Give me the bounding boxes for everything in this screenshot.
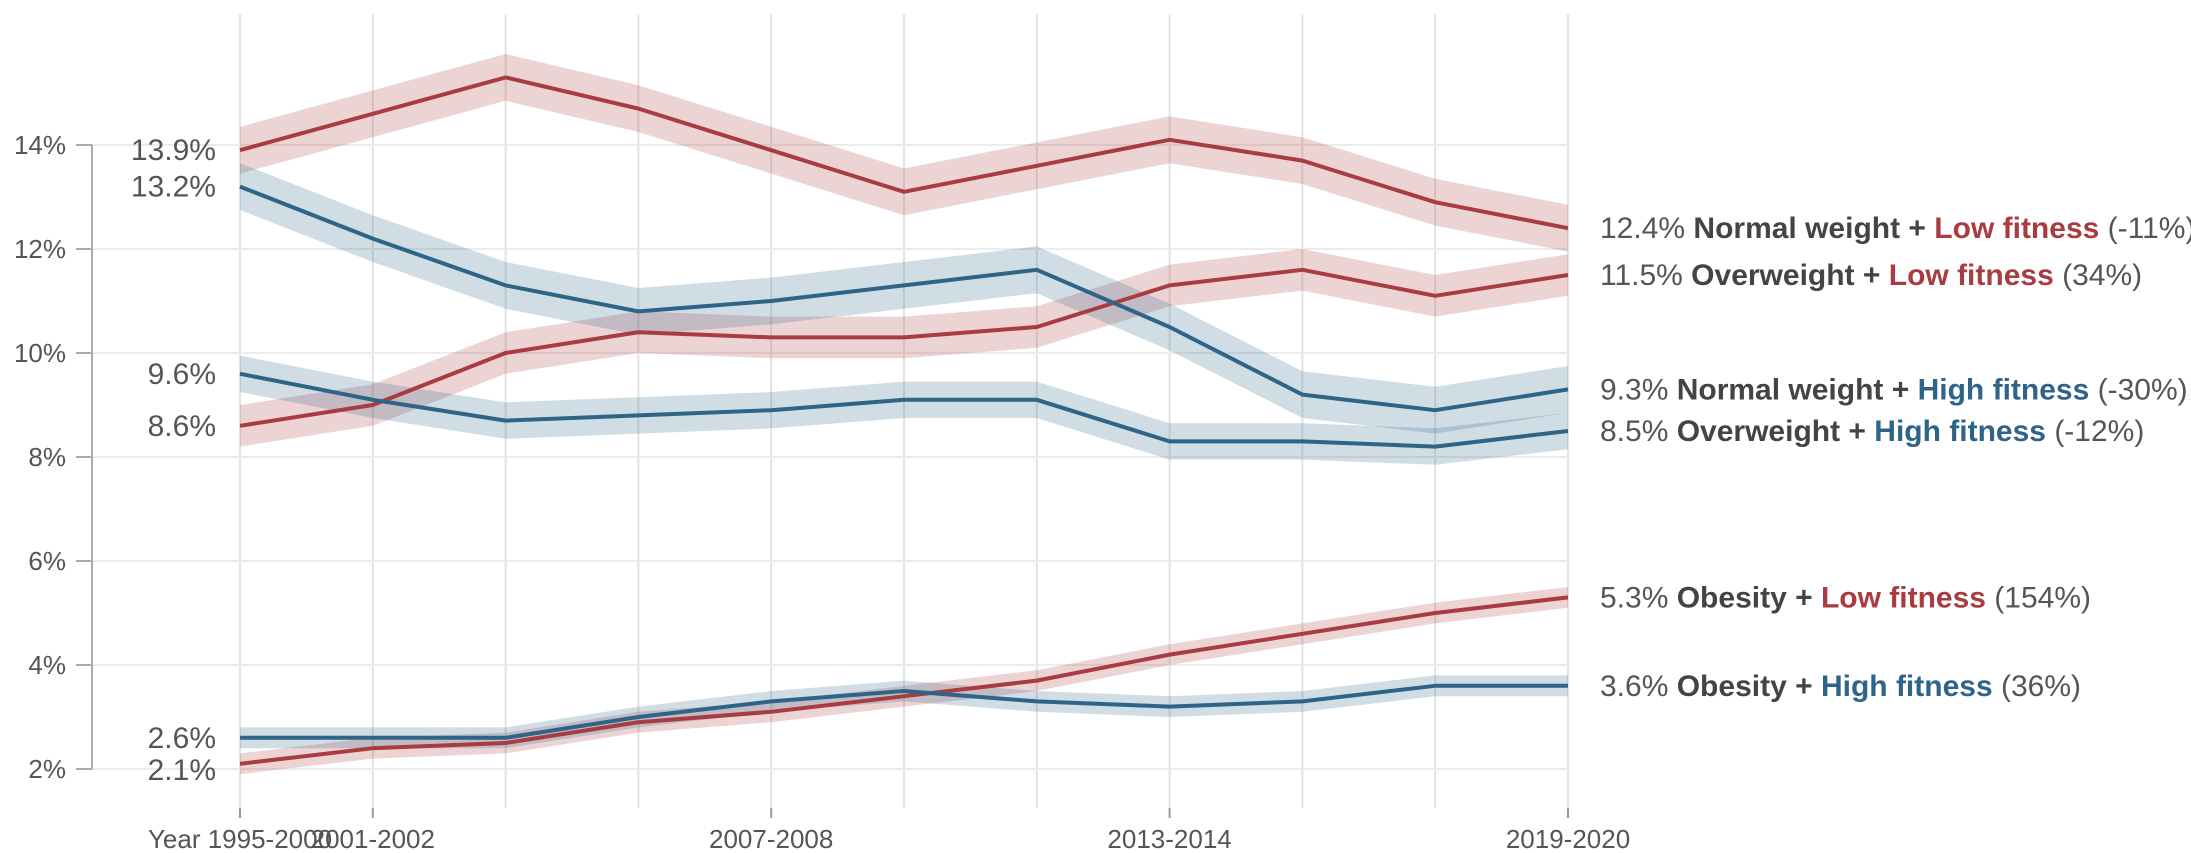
y-tick-label: 14% bbox=[14, 130, 66, 160]
confidence-band-0 bbox=[240, 54, 1568, 252]
series-lines bbox=[239, 75, 1569, 766]
end-change-percent: (-30%) bbox=[2089, 373, 2187, 406]
end-label-4: 5.3% Obesity + Low fitness (154%) bbox=[1600, 581, 2091, 614]
end-fitness-category: Low fitness bbox=[1934, 212, 2099, 245]
end-weight-category: Normal weight + bbox=[1693, 212, 1934, 245]
x-tick-label: 2019-2020 bbox=[1506, 824, 1630, 853]
start-value-labels: 13.9% 13.2% 9.6% 8.6% 2.6%2.1% bbox=[131, 134, 216, 787]
y-tick-label: 2% bbox=[28, 754, 66, 784]
end-change-percent: (36%) bbox=[1993, 670, 2081, 703]
end-value: 9.3% bbox=[1600, 373, 1677, 406]
end-fitness-category: High fitness bbox=[1874, 415, 2046, 448]
end-change-percent: (34%) bbox=[2054, 259, 2142, 292]
end-fitness-category: Low fitness bbox=[1821, 581, 1986, 614]
end-change-percent: (154%) bbox=[1986, 581, 2091, 614]
end-labels: 12.4% Normal weight + Low fitness (-11%)… bbox=[1600, 212, 2191, 703]
series-line-0 bbox=[239, 75, 1569, 231]
x-tick-label: 2001-2002 bbox=[311, 824, 435, 853]
end-label-1: 11.5% Overweight + Low fitness (34%) bbox=[1600, 259, 2142, 292]
end-fitness-category: High fitness bbox=[1821, 670, 1993, 703]
grid-lines bbox=[92, 14, 1569, 808]
series-line-3 bbox=[239, 371, 1569, 449]
y-axis: 2% 4% 6% 8% 10% 12% 14% bbox=[14, 130, 93, 784]
end-weight-category: Overweight + bbox=[1677, 415, 1875, 448]
start-label-2: 13.2% bbox=[131, 171, 216, 204]
confidence-band-2 bbox=[240, 163, 1568, 434]
end-label-2: 9.3% Normal weight + High fitness (-30%) bbox=[1600, 373, 2188, 406]
end-fitness-category: Low fitness bbox=[1889, 259, 2054, 292]
series-line-4 bbox=[239, 595, 1569, 766]
end-weight-category: Obesity + bbox=[1677, 581, 1821, 614]
end-weight-category: Obesity + bbox=[1677, 670, 1821, 703]
series-line-5 bbox=[240, 683, 1568, 740]
end-value: 8.5% bbox=[1600, 415, 1677, 448]
x-tick-label: 2013-2014 bbox=[1107, 824, 1231, 853]
x-tick-label: Year 1995-2000 bbox=[148, 824, 332, 853]
end-value: 11.5% bbox=[1600, 259, 1691, 292]
series-line-1 bbox=[239, 267, 1569, 428]
x-tick-label: 2007-2008 bbox=[709, 824, 833, 853]
confidence-band-1 bbox=[240, 249, 1568, 447]
start-label-0: 13.9% bbox=[131, 134, 216, 167]
end-change-percent: (-11%) bbox=[2099, 212, 2191, 245]
end-value: 5.3% bbox=[1600, 581, 1677, 614]
confidence-band-5 bbox=[240, 675, 1568, 749]
end-label-0: 12.4% Normal weight + Low fitness (-11%) bbox=[1600, 212, 2191, 245]
series-line-2 bbox=[239, 184, 1569, 413]
y-tick-label: 4% bbox=[28, 650, 66, 680]
y-tick-label: 8% bbox=[28, 442, 66, 472]
end-weight-category: Normal weight + bbox=[1677, 373, 1918, 406]
start-label-3: 9.6% bbox=[148, 358, 216, 391]
start-label-1: 8.6% bbox=[148, 410, 216, 443]
end-value: 12.4% bbox=[1600, 212, 1693, 245]
end-change-percent: (-12%) bbox=[2046, 415, 2144, 448]
y-tick-label: 6% bbox=[28, 546, 66, 576]
end-fitness-category: High fitness bbox=[1918, 373, 2090, 406]
end-label-3: 8.5% Overweight + High fitness (-12%) bbox=[1600, 415, 2144, 448]
end-value: 3.6% bbox=[1600, 670, 1677, 703]
y-tick-label: 12% bbox=[14, 234, 66, 264]
y-tick-label: 10% bbox=[14, 338, 66, 368]
start-label-5: 2.6% bbox=[148, 722, 216, 755]
confidence-band-3 bbox=[240, 355, 1568, 465]
end-weight-category: Overweight + bbox=[1691, 259, 1889, 292]
end-label-5: 3.6% Obesity + High fitness (36%) bbox=[1600, 670, 2081, 703]
start-label-4: 2.1% bbox=[148, 754, 216, 787]
